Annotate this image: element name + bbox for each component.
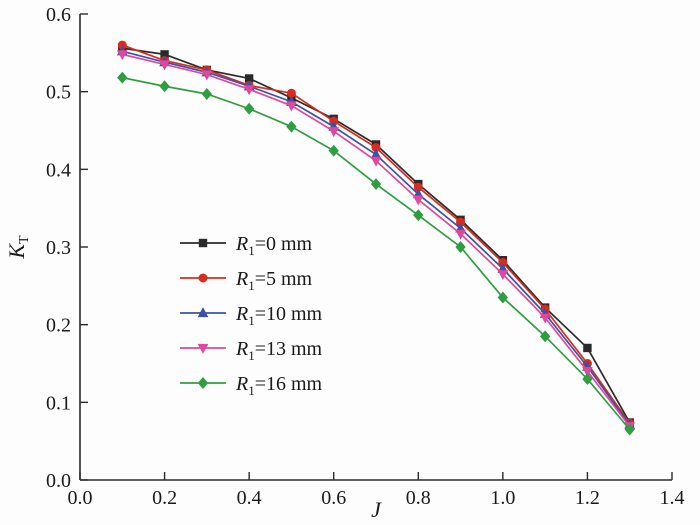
data-point-marker bbox=[116, 50, 128, 61]
series-4 bbox=[117, 71, 635, 436]
data-point-marker bbox=[370, 178, 382, 191]
x-tick-label: 0.8 bbox=[406, 487, 431, 509]
data-point-marker bbox=[624, 423, 635, 436]
y-tick-label: 0.0 bbox=[46, 470, 71, 492]
series-0 bbox=[118, 43, 634, 427]
data-point-marker bbox=[455, 229, 466, 240]
legend-marker bbox=[198, 273, 208, 283]
legend-marker bbox=[197, 343, 209, 354]
x-axis-label: J bbox=[371, 497, 382, 522]
data-point-marker bbox=[370, 156, 382, 167]
x-tick-label: 0.2 bbox=[152, 487, 177, 509]
legend-label: R1=13 mm bbox=[235, 338, 323, 363]
data-point-marker bbox=[539, 313, 551, 324]
y-tick-label: 0.4 bbox=[46, 159, 71, 181]
legend-label: R1=0 mm bbox=[235, 233, 313, 258]
series-line bbox=[122, 50, 631, 426]
y-tick-label: 0.6 bbox=[46, 4, 71, 26]
legend-item: R1=0 mm bbox=[180, 233, 313, 258]
series-1 bbox=[117, 40, 635, 428]
legend-marker bbox=[198, 238, 208, 248]
legend-label: R1=5 mm bbox=[235, 268, 313, 293]
data-point-marker bbox=[159, 80, 170, 93]
series-line bbox=[122, 53, 631, 427]
x-tick-label: 0.6 bbox=[321, 487, 346, 509]
y-tick-label: 0.5 bbox=[46, 82, 71, 104]
series-3 bbox=[116, 50, 636, 433]
legend-item: R1=13 mm bbox=[180, 338, 323, 363]
x-tick-label: 1.0 bbox=[490, 487, 515, 509]
data-point-marker bbox=[583, 343, 592, 353]
data-point-marker bbox=[243, 102, 255, 115]
data-point-marker bbox=[412, 195, 424, 206]
data-point-marker bbox=[497, 291, 509, 304]
data-point-marker bbox=[328, 144, 339, 157]
y-tick-label: 0.1 bbox=[46, 392, 71, 414]
data-point-marker bbox=[286, 120, 297, 133]
data-point-marker bbox=[117, 71, 128, 84]
legend-marker bbox=[197, 307, 209, 318]
data-point-marker bbox=[582, 373, 593, 385]
data-point-marker bbox=[413, 209, 424, 222]
x-tick-label: 1.4 bbox=[660, 487, 685, 509]
x-tick-label: 0.0 bbox=[68, 487, 93, 509]
data-point-marker bbox=[201, 88, 213, 100]
legend-item: R1=5 mm bbox=[180, 268, 313, 293]
data-point-marker bbox=[328, 127, 340, 138]
y-axis-label: KT bbox=[4, 235, 32, 260]
legend-item: R1=10 mm bbox=[180, 303, 323, 328]
y-tick-label: 0.3 bbox=[46, 237, 71, 259]
data-point-marker bbox=[582, 367, 593, 378]
data-point-marker bbox=[159, 60, 170, 71]
data-point-marker bbox=[286, 101, 297, 112]
data-point-marker bbox=[497, 270, 509, 281]
legend-item: R1=16 mm bbox=[180, 373, 323, 398]
data-point-marker bbox=[539, 330, 551, 343]
legend-marker bbox=[197, 377, 209, 389]
data-point-marker bbox=[243, 85, 255, 96]
series-line bbox=[122, 76, 631, 431]
data-point-marker bbox=[455, 241, 466, 253]
data-point-marker bbox=[201, 70, 213, 81]
legend: R1=0 mm R1=5 mm R1=10 mm R1=13 mm R1=16 mm bbox=[180, 233, 323, 398]
x-tick-label: 1.2 bbox=[575, 487, 600, 509]
y-tick-label: 0.2 bbox=[46, 315, 71, 337]
series-2 bbox=[116, 45, 636, 429]
series-line bbox=[121, 44, 631, 424]
series-line bbox=[122, 47, 631, 423]
legend-label: R1=10 mm bbox=[235, 303, 323, 328]
x-tick-label: 0.4 bbox=[237, 487, 262, 509]
legend-label: R1=16 mm bbox=[235, 373, 323, 398]
